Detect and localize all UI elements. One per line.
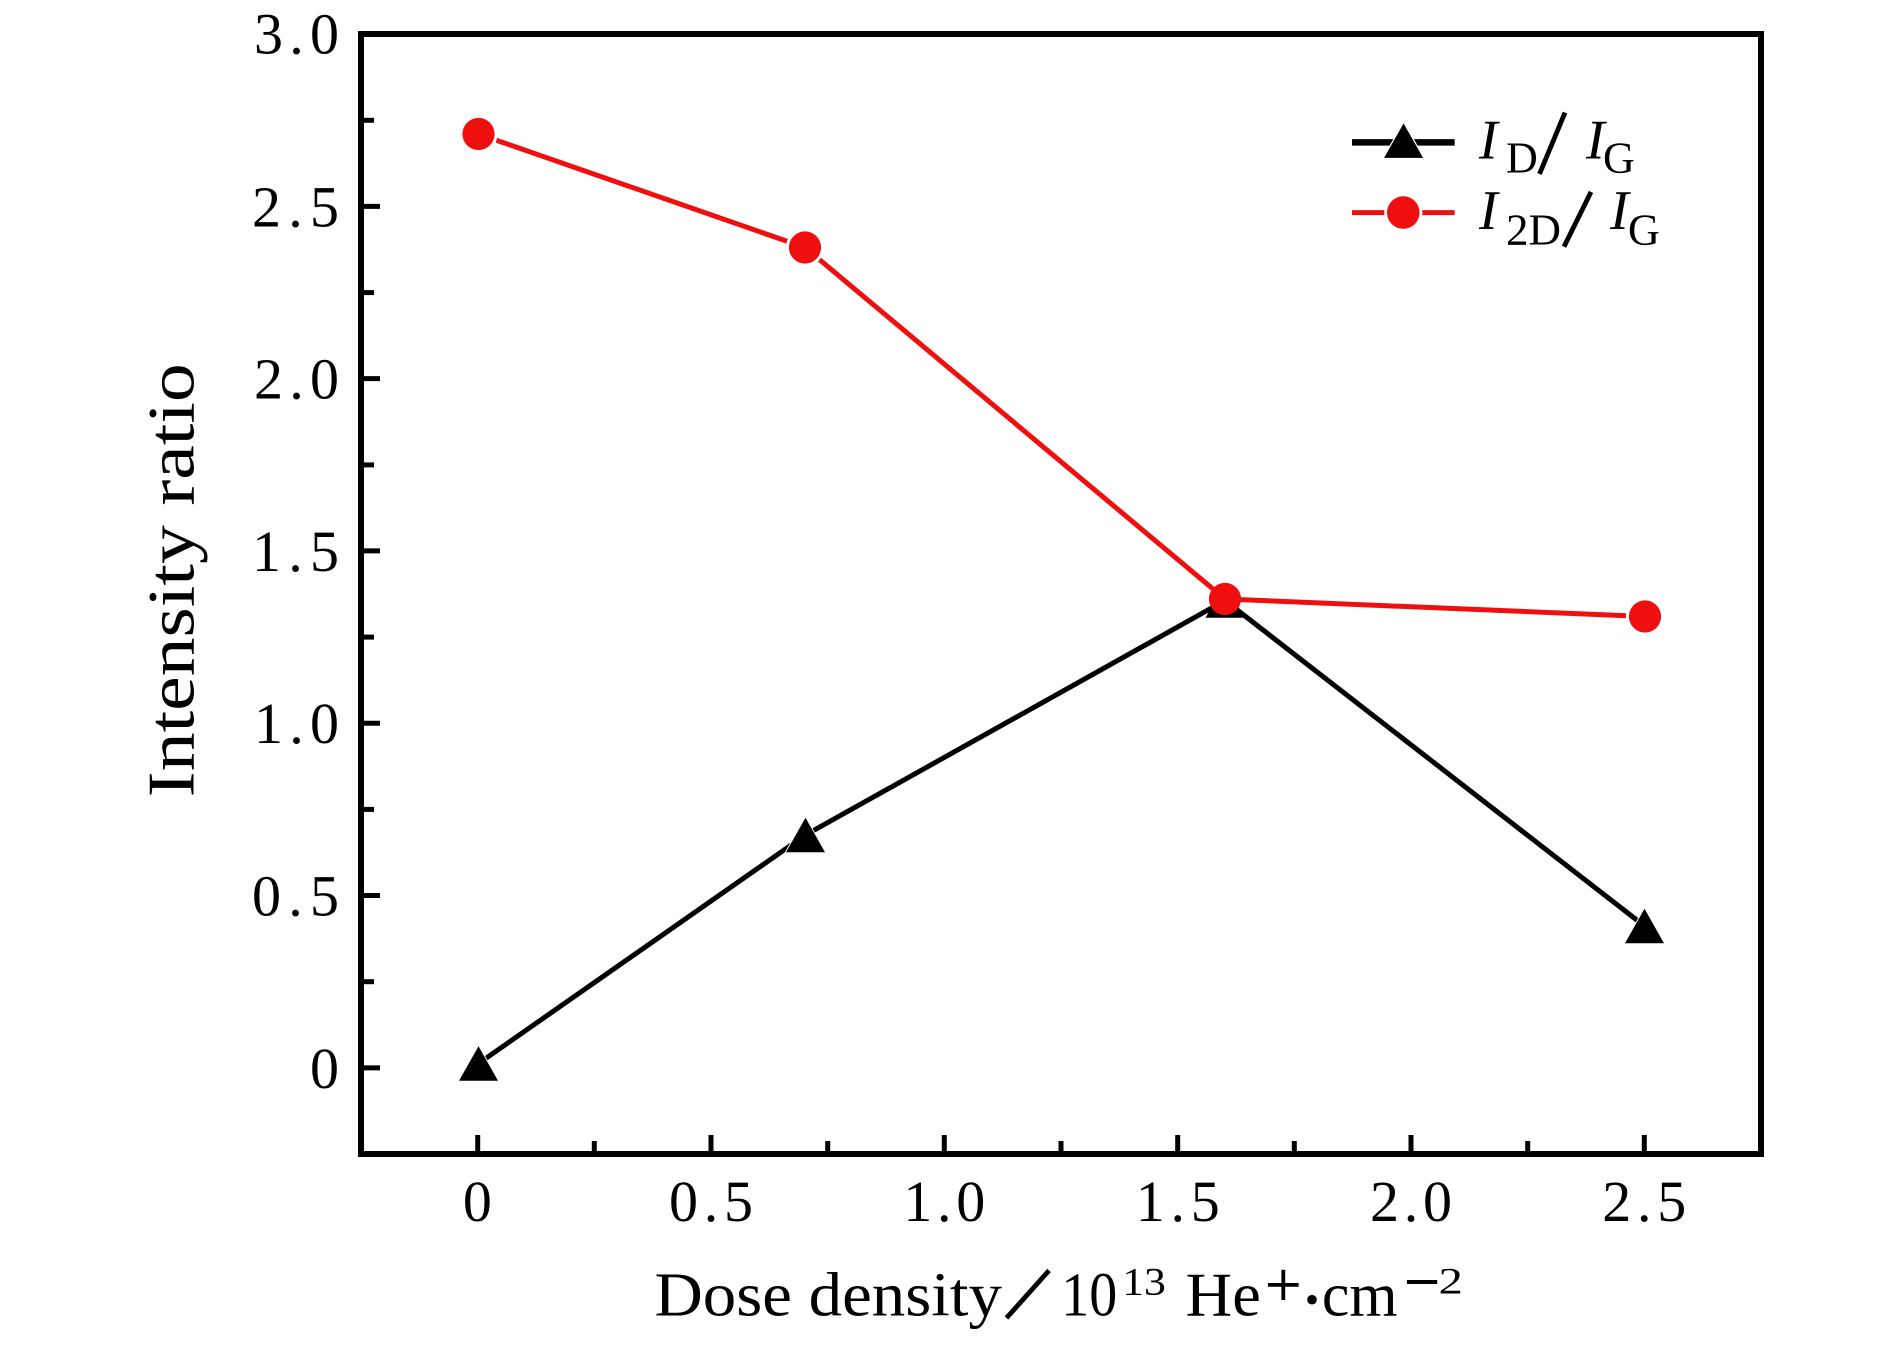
svg-text:I: I	[1585, 110, 1607, 172]
svg-text:3.0: 3.0	[254, 1, 339, 66]
svg-text:I: I	[1478, 180, 1500, 242]
svg-text:2.0: 2.0	[1370, 1169, 1452, 1234]
svg-text:0: 0	[310, 1036, 339, 1101]
svg-text:Intensity ratio: Intensity ratio	[135, 363, 209, 797]
svg-text:0: 0	[463, 1169, 492, 1234]
svg-text:2.5: 2.5	[252, 174, 339, 239]
svg-text:I: I	[1609, 180, 1631, 242]
svg-text:1.5: 1.5	[1136, 1169, 1220, 1234]
svg-text:1.0: 1.0	[254, 691, 339, 756]
svg-text:G: G	[1628, 205, 1660, 254]
svg-text:I: I	[1478, 110, 1500, 172]
svg-text:13: 13	[1122, 1260, 1166, 1303]
svg-text:2.5: 2.5	[1602, 1169, 1686, 1234]
svg-text:G: G	[1603, 134, 1635, 183]
svg-text:1.0: 1.0	[903, 1169, 985, 1234]
svg-text:2D: 2D	[1506, 205, 1561, 254]
svg-text:2: 2	[1439, 1261, 1463, 1302]
svg-text:Dose density: Dose density	[655, 1262, 1002, 1330]
svg-text:D: D	[1506, 134, 1538, 183]
svg-text:2.0: 2.0	[254, 347, 339, 412]
svg-text:He: He	[1186, 1262, 1261, 1330]
svg-text:0.5: 0.5	[669, 1169, 753, 1234]
svg-text:1.5: 1.5	[252, 519, 339, 584]
svg-text:cm: cm	[1322, 1262, 1398, 1330]
svg-text:0.5: 0.5	[252, 864, 339, 929]
svg-text:10: 10	[1061, 1262, 1117, 1330]
